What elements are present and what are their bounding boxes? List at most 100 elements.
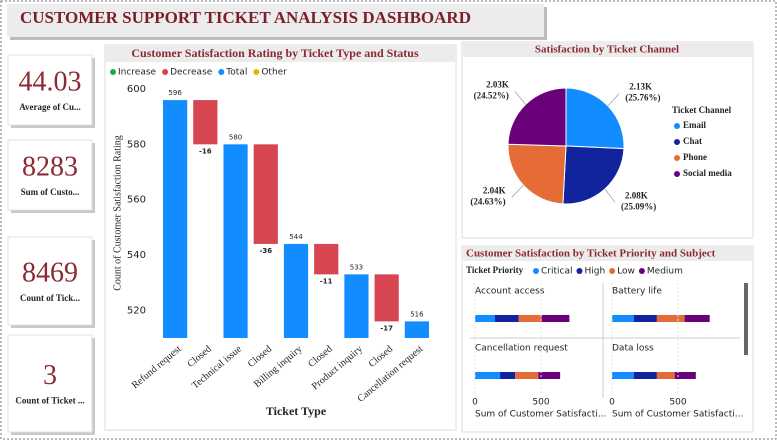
legend-marker [674, 171, 680, 177]
bar-segment [538, 372, 561, 379]
bar-segment [475, 372, 501, 379]
waterfall-title-bar [106, 46, 455, 62]
pie-title-bar [463, 43, 752, 57]
value-label: -11 [320, 277, 333, 285]
legend-label: Email [683, 120, 707, 130]
value-label: 580 [229, 133, 242, 141]
bar-segment [494, 315, 519, 322]
value-label: 2.13K [629, 82, 652, 92]
header-box [7, 4, 544, 37]
value-label: 2.04K [483, 186, 506, 196]
value-label: 516 [410, 310, 424, 318]
percent-label: (24.52%) [474, 91, 509, 101]
x-axis-label: Sum of Customer Satisfacti... [612, 410, 743, 420]
value-label: 544 [289, 233, 303, 241]
y-tick-label: 540 [127, 250, 146, 261]
bar [193, 100, 218, 145]
legend-label: Medium [647, 267, 683, 277]
pie-slice [565, 87, 625, 150]
bar [374, 274, 399, 322]
panel-title: Cancellation request [475, 344, 568, 354]
percent-label: (25.09%) [621, 201, 656, 211]
chart-title: Customer Satisfaction Rating by Ticket T… [131, 46, 419, 60]
legend-label: Total [225, 68, 247, 78]
leader-line [514, 91, 526, 105]
panel-title: Data loss [612, 344, 654, 354]
card-value: 44.03 [19, 66, 82, 97]
percent-label: (24.63%) [470, 197, 505, 207]
leader-line [511, 185, 524, 198]
legend-marker [674, 155, 680, 161]
legend-marker [609, 268, 616, 274]
card [7, 334, 93, 433]
legend-marker [638, 268, 645, 274]
legend-marker [253, 69, 260, 75]
card [7, 54, 93, 126]
card-value: 8469 [22, 257, 78, 288]
bar-segment [684, 315, 710, 322]
card [7, 139, 93, 211]
multiples-panel [461, 245, 754, 433]
legend-marker [576, 268, 583, 274]
y-tick-label: 600 [127, 84, 146, 95]
bar [223, 144, 248, 338]
bar [253, 144, 278, 244]
card [7, 236, 93, 326]
bar-segment [674, 372, 696, 379]
bar-segment [500, 372, 516, 379]
legend-label: Low [617, 267, 635, 277]
dashboard-title: CUSTOMER SUPPORT TICKET ANALYSIS DASHBOA… [20, 8, 471, 27]
leader-line [607, 93, 620, 107]
value-label: 2.03K [486, 80, 509, 90]
pie-slice [562, 145, 625, 205]
x-tick-label: 0 [609, 398, 615, 408]
panel-title: Account access [475, 287, 545, 297]
scrollbar[interactable] [744, 283, 748, 355]
panel-title: Battery life [612, 287, 662, 297]
x-axis-label: Ticket Type [266, 404, 327, 418]
card-label: Count of Ticket ... [15, 396, 84, 406]
bar-segment [656, 372, 675, 379]
bar-segment [656, 315, 685, 322]
value-label: -17 [380, 324, 393, 332]
legend-label: High [584, 267, 605, 277]
bar [163, 100, 188, 338]
value-label: 533 [350, 263, 363, 271]
legend-title: Ticket Priority [466, 265, 524, 275]
legend-marker [674, 123, 680, 129]
chart-title: Satisfaction by Ticket Channel [535, 44, 679, 56]
legend-marker [674, 139, 680, 145]
legend-label: Critical [541, 267, 572, 277]
legend-marker [218, 69, 225, 75]
bar-segment [541, 315, 570, 322]
leader-line [604, 188, 616, 203]
x-tick-label: 500 [669, 398, 686, 408]
card-label: Average of Cu... [19, 102, 81, 112]
legend-label: Social media [683, 168, 732, 178]
bar [404, 321, 429, 338]
card-value: 8283 [22, 151, 78, 182]
percent-label: (25.76%) [625, 93, 660, 103]
pie-slice [507, 87, 567, 147]
legend-marker [162, 69, 169, 75]
bar [344, 274, 369, 338]
card-value: 3 [43, 360, 57, 391]
x-tick-label: 500 [532, 398, 549, 408]
multiples-title-bar [463, 247, 752, 261]
x-axis-label: Sum of Customer Satisfacti... [475, 410, 606, 420]
value-label: -16 [199, 147, 212, 155]
bar [283, 243, 309, 338]
y-tick-label: 560 [127, 195, 146, 206]
bar-segment [612, 315, 634, 322]
bar-segment [475, 315, 495, 322]
chart-title: Customer Satisfaction by Ticket Priority… [466, 248, 716, 260]
pie-slice [507, 143, 567, 205]
bar-segment [518, 315, 542, 322]
x-tick-label: 0 [472, 398, 478, 408]
y-axis-label: Count of Customer Satisfaction Rating [112, 135, 123, 291]
legend-title: Ticket Channel [672, 105, 732, 115]
value-label: 2.08K [625, 190, 648, 200]
y-tick-label: 520 [127, 305, 146, 316]
y-tick-label: 580 [127, 139, 146, 150]
